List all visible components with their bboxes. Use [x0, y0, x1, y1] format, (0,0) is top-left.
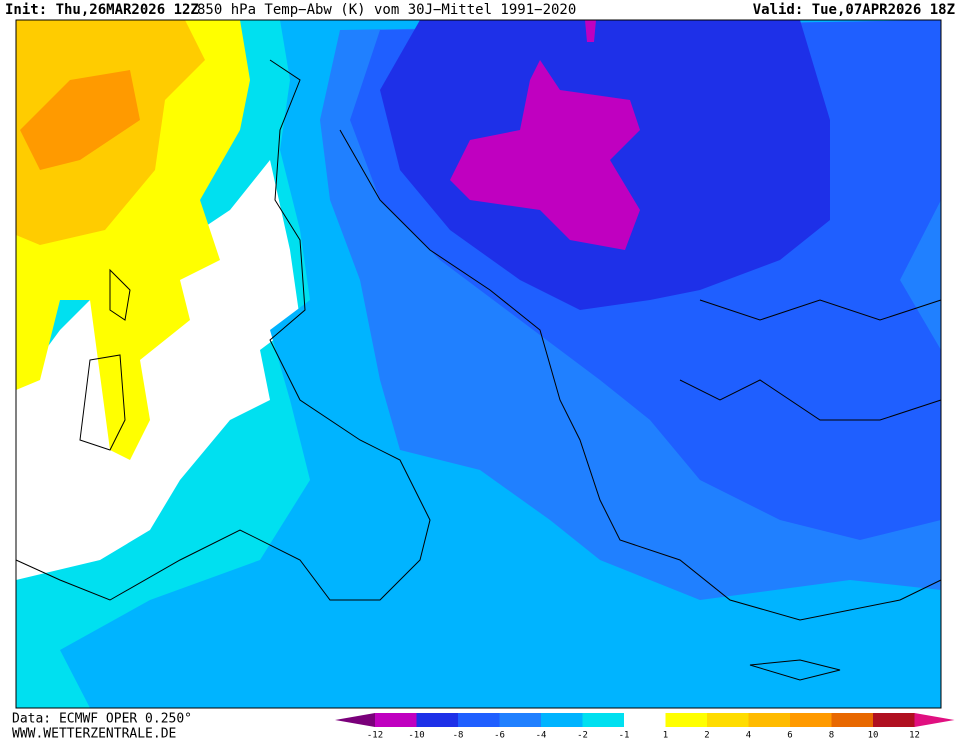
- legend-swatch: [458, 713, 500, 727]
- legend-tick-label: 12: [909, 731, 920, 741]
- legend-tick-label: -2: [577, 731, 588, 741]
- field-magenta-small: [585, 20, 596, 42]
- legend-tick-label: 8: [829, 731, 834, 741]
- legend-tick-label: 6: [787, 731, 792, 741]
- legend-tick-label: 4: [746, 731, 751, 741]
- site-url: WWW.WETTERZENTRALE.DE: [12, 727, 176, 741]
- legend-swatch: [665, 713, 707, 727]
- coastline: [679, 299, 942, 421]
- legend-swatch: [541, 713, 583, 727]
- legend-tick-label: -12: [367, 731, 383, 741]
- legend-swatch: [624, 713, 666, 727]
- legend-swatch: [582, 713, 624, 727]
- legend-swatch: [416, 713, 458, 727]
- legend-swatch: [790, 713, 832, 727]
- valid-label: Valid: Tue,07APR2026 18Z: [753, 2, 955, 18]
- coastline: [339, 129, 942, 621]
- map-title: 850 hPa Temp−Abw (K) vom 30J−Mittel 1991…: [197, 2, 576, 18]
- legend-swatch: [748, 713, 790, 727]
- legend-swatch: [873, 713, 915, 727]
- legend-tick-label: -8: [453, 731, 464, 741]
- data-source: Data: ECMWF OPER 0.250°: [12, 712, 192, 727]
- legend-swatch: [499, 713, 541, 727]
- map-frame: [15, 19, 942, 709]
- map: [15, 19, 942, 709]
- legend-tick-label: 10: [868, 731, 879, 741]
- legend-swatch: [375, 713, 417, 727]
- coastline: [15, 59, 431, 601]
- legend-tick-label: -4: [536, 731, 547, 741]
- legend-arrow-high: [914, 713, 955, 727]
- color-legend: -12 -10 -8 -6 -4 -2 -1 1 2 4 6 8 10 12: [335, 713, 955, 741]
- legend-swatch: [707, 713, 749, 727]
- legend-tick-label: -1: [619, 731, 630, 741]
- field-white: [16, 160, 300, 580]
- legend-swatch: [831, 713, 873, 727]
- field-orange: [20, 70, 140, 170]
- legend-tick-label: 1: [663, 731, 668, 741]
- legend-tick-label: -6: [494, 731, 505, 741]
- legend-arrow-low: [335, 713, 375, 727]
- field-magenta: [450, 60, 640, 250]
- init-label: Init: Thu,26MAR2026 12Z: [5, 2, 199, 18]
- legend-tick-label: -10: [408, 731, 424, 741]
- legend-tick-label: 2: [704, 731, 709, 741]
- coastline: [79, 268, 841, 681]
